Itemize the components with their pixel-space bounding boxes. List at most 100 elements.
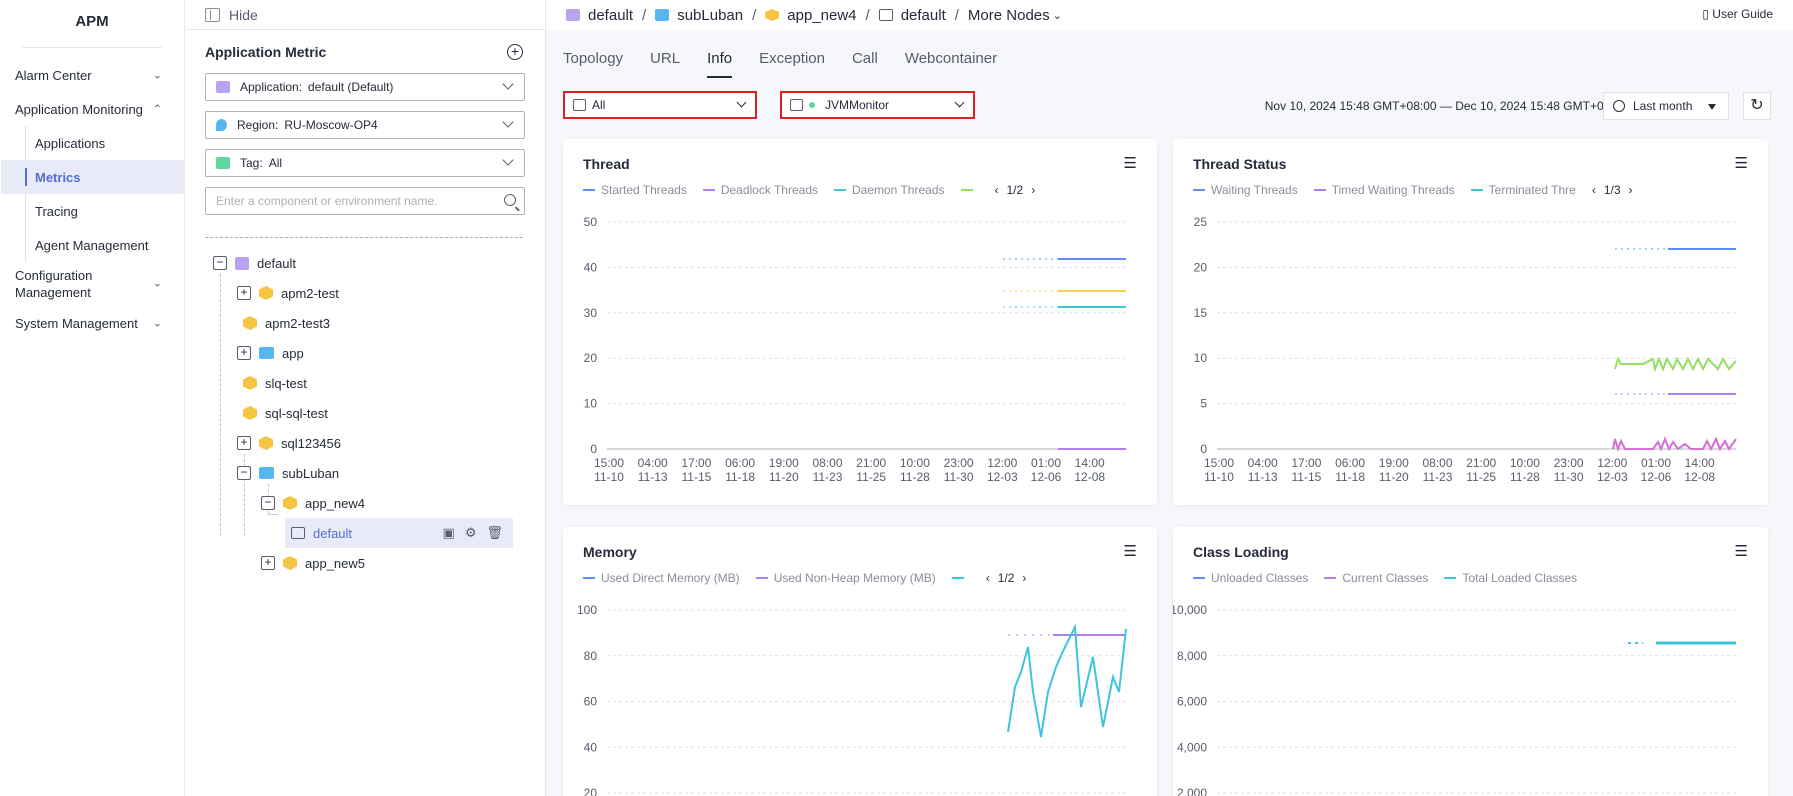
collapse-icon[interactable]: −: [261, 496, 275, 510]
chevron-right-icon[interactable]: ›: [1022, 571, 1027, 585]
menu-icon[interactable]: ☰: [1123, 155, 1137, 172]
gear-icon[interactable]: ⚙: [464, 525, 477, 540]
application-select[interactable]: Application: default (Default): [205, 73, 525, 101]
nav-agent-management[interactable]: Agent Management: [35, 237, 149, 253]
tree-node-label: app_new5: [305, 555, 365, 571]
nav-alarm-center[interactable]: Alarm Center ⌄: [0, 58, 184, 92]
tree-node-default-root[interactable]: − default: [213, 248, 453, 278]
chart-grid: 5040302010015:0011-1004:0011-1317:0011-1…: [584, 215, 1126, 484]
legend-item[interactable]: Daemon Threads: [834, 183, 945, 197]
application-grid-icon: [216, 81, 230, 93]
nav-applications[interactable]: Applications: [35, 135, 106, 151]
refresh-icon: ↻: [1750, 97, 1764, 114]
x-tick-label: 10:00: [900, 456, 930, 470]
chevron-left-icon[interactable]: ‹: [994, 183, 999, 197]
tree-guide: [220, 274, 221, 536]
region-select[interactable]: Region: RU-Moscow-OP4: [205, 111, 525, 139]
tree-node-app-new4[interactable]: − app_new4: [261, 488, 365, 518]
legend-item[interactable]: [951, 577, 970, 579]
x-tick-label: 11-23: [1423, 470, 1453, 484]
breadcrumb-item[interactable]: app_new4: [787, 6, 857, 24]
legend-item[interactable]: Started Threads: [583, 183, 687, 197]
y-tick-label: 25: [1194, 215, 1208, 229]
tab-topology[interactable]: Topology: [563, 50, 624, 67]
panel-title: Application Metric: [205, 44, 327, 60]
tree-node-app[interactable]: + app: [237, 338, 304, 368]
search-icon[interactable]: [504, 194, 516, 206]
legend-item[interactable]: Timed Waiting Threads: [1313, 183, 1455, 197]
trash-icon[interactable]: 🗑: [486, 525, 503, 540]
nav-metrics[interactable]: Metrics: [1, 160, 184, 194]
legend-pager: ‹ 1/2 ›: [986, 571, 1027, 585]
menu-icon[interactable]: ☰: [1734, 543, 1748, 560]
monitor-select-value: JVMMonitor: [825, 98, 890, 112]
tree-node-default-env[interactable]: default ▣ ⚙ 🗑: [285, 518, 513, 548]
x-tick-label: 11-15: [681, 470, 711, 484]
breadcrumb-item[interactable]: default: [900, 6, 946, 24]
component-search-input[interactable]: Enter a component or environment name.: [205, 187, 525, 215]
breadcrumb-item[interactable]: default: [588, 6, 634, 24]
x-tick-label: 11-10: [1204, 470, 1234, 484]
more-nodes-dropdown[interactable]: More Nodes: [967, 6, 1050, 24]
tab-webcontainer[interactable]: Webcontainer: [904, 50, 998, 67]
time-period-select[interactable]: Last month: [1603, 92, 1729, 120]
legend-page: 1/3: [1603, 183, 1621, 197]
nav-tracing[interactable]: Tracing: [35, 203, 78, 219]
x-tick-label: 19:00: [1379, 456, 1409, 470]
chevron-right-icon[interactable]: ›: [1628, 183, 1633, 197]
expand-icon[interactable]: +: [237, 436, 251, 450]
tree-node-subluban[interactable]: − subLuban: [237, 458, 339, 488]
tab-url[interactable]: URL: [650, 50, 681, 67]
legend-item[interactable]: Unloaded Classes: [1193, 571, 1308, 585]
tree-node-sql-sql-test[interactable]: sql-sql-test: [243, 398, 328, 428]
nav-application-monitoring[interactable]: Application Monitoring ⌃: [0, 92, 184, 126]
menu-icon[interactable]: ☰: [1123, 543, 1137, 560]
legend-item[interactable]: Deadlock Threads: [702, 183, 818, 197]
menu-icon[interactable]: ☰: [1734, 155, 1748, 172]
legend-item[interactable]: Used Non-Heap Memory (MB): [755, 571, 936, 585]
breadcrumb-item[interactable]: subLuban: [677, 6, 744, 24]
tag-select[interactable]: Tag: All: [205, 149, 525, 177]
refresh-button[interactable]: ↻: [1743, 92, 1771, 120]
tab-call[interactable]: Call: [851, 50, 878, 67]
monitor-select[interactable]: JVMMonitor: [780, 91, 975, 119]
tree-node-label: apm2-test3: [265, 315, 331, 331]
expand-icon[interactable]: +: [237, 346, 251, 360]
tree-node-apm2-test[interactable]: + apm2-test: [237, 278, 339, 308]
tree-node-apm2-test3[interactable]: apm2-test3: [243, 308, 330, 338]
breadcrumb: default / subLuban / app_new4 / default …: [546, 0, 1793, 30]
tab-info[interactable]: Info: [707, 50, 733, 78]
y-tick-label: 20: [1194, 260, 1208, 274]
tree-node-sql123456[interactable]: + sql123456: [237, 428, 341, 458]
chevron-right-icon[interactable]: ›: [1031, 183, 1036, 197]
legend-item[interactable]: Used Direct Memory (MB): [583, 571, 740, 585]
hide-panel-button[interactable]: Hide: [186, 0, 545, 30]
tree-node-app-new5[interactable]: + app_new5: [261, 548, 365, 578]
scope-select[interactable]: All: [563, 91, 757, 119]
chevron-down-icon: [736, 97, 747, 108]
chevron-left-icon[interactable]: ‹: [985, 571, 990, 585]
collapse-icon[interactable]: −: [213, 256, 227, 270]
legend-swatch: [583, 577, 595, 579]
add-circle-icon[interactable]: +: [507, 44, 523, 60]
legend-item[interactable]: Total Loaded Classes: [1444, 571, 1577, 585]
breadcrumb-separator: /: [865, 6, 870, 24]
tree-node-slq-test[interactable]: slq-test: [243, 368, 307, 398]
legend-item[interactable]: [960, 189, 979, 191]
legend-item[interactable]: Terminated Thre: [1470, 183, 1576, 197]
monitor-icon[interactable]: ▣: [442, 525, 455, 540]
nav-configuration-management[interactable]: Configuration Management ⌄: [0, 262, 184, 306]
legend-swatch: [960, 189, 973, 191]
legend-swatch: [951, 577, 964, 579]
collapse-icon[interactable]: −: [237, 466, 251, 480]
expand-icon[interactable]: +: [237, 286, 251, 300]
legend-item[interactable]: Waiting Threads: [1193, 183, 1298, 197]
user-guide-link[interactable]: ▯ User Guide: [1702, 7, 1773, 21]
tab-exception[interactable]: Exception: [759, 50, 825, 67]
legend-item[interactable]: Current Classes: [1324, 571, 1428, 585]
chevron-left-icon[interactable]: ‹: [1591, 183, 1596, 197]
legend-swatch: [702, 189, 715, 191]
x-tick-label: 11-20: [1379, 470, 1409, 484]
expand-icon[interactable]: +: [261, 556, 275, 570]
nav-system-management[interactable]: System Management ⌄: [0, 306, 184, 340]
